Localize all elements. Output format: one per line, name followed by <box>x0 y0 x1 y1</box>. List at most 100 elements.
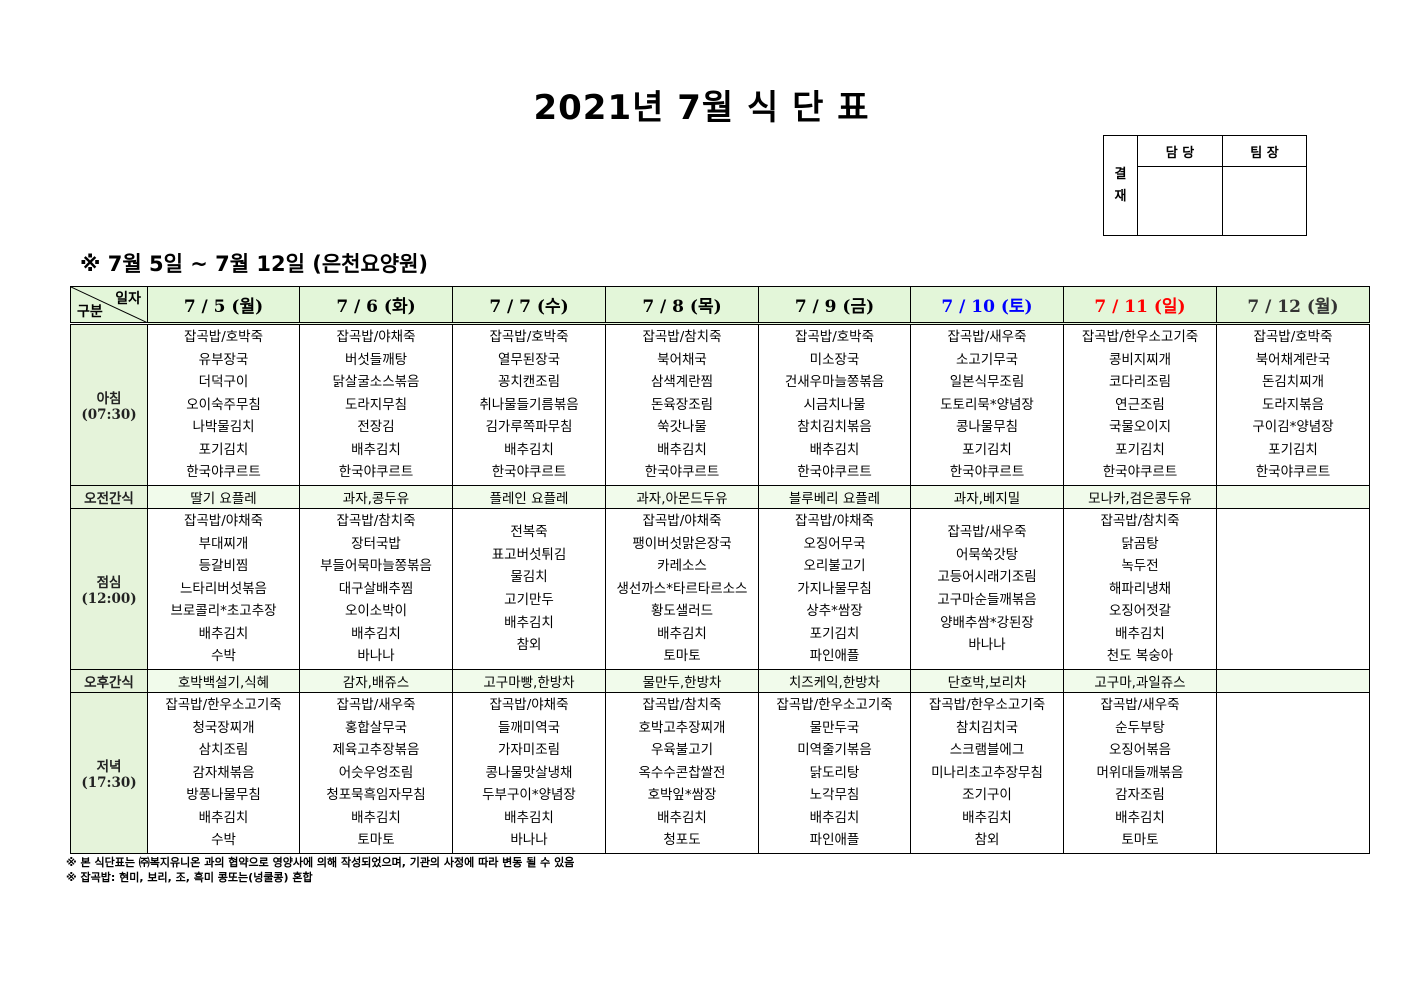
day-header: 7 / 11 (일) <box>1063 286 1217 325</box>
menu-item: 물만두국 <box>809 719 860 736</box>
menu-item: 부들어묵마늘쫑볶음 <box>320 558 432 575</box>
date-range: ※ 7월 5일 ~ 7월 12일 (은천요양원) <box>80 252 429 276</box>
menu-item: 미소장국 <box>809 351 860 368</box>
menu-cell: 잡곡밥/새우죽 어묵쑥갓탕 고등어시래기조림 고구마순들깨볶음 양배추쌈*강된장 바나나 <box>910 508 1064 670</box>
menu-item: 잡곡밥/호박죽 <box>183 328 264 345</box>
menu-item: 토마토 <box>663 648 701 665</box>
snack-cell: 고구마빵,한방차 <box>452 669 606 693</box>
menu-item: 배추김치 <box>351 441 401 458</box>
menu-item: 도라지무침 <box>344 396 408 413</box>
menu-item: 잡곡밥/호박죽 <box>1253 328 1333 345</box>
row-label: 오전간식 <box>70 485 148 509</box>
meal-name: 저녁 <box>96 759 122 775</box>
menu-item: 도라지볶음 <box>1261 396 1325 413</box>
menu-item: 팽이버섯맑은장국 <box>632 535 732 552</box>
menu-item: 배추김치 <box>809 809 860 826</box>
approval-label-2: 재 <box>1114 188 1127 204</box>
menu-cell: 잡곡밥/한우소고기죽 참치김치국 스크램블에그 미나리초고추장무침 조기구이 배추김치 참외 <box>910 692 1064 854</box>
snack-cell <box>1216 485 1370 509</box>
meal-time: (12:00) <box>81 591 137 607</box>
menu-item: 미나리초고추장무침 <box>931 764 1043 781</box>
approval-sign-teamlead[interactable] <box>1222 166 1307 236</box>
menu-item: 청포묵흑임자무침 <box>326 787 426 804</box>
snack-cell: 모나카,검은콩두유 <box>1063 485 1217 509</box>
snack-cell: 과자,콩두유 <box>299 485 453 509</box>
menu-cell: 잡곡밥/참치죽 닭곰탕 녹두전 해파리냉채 오징어젓갈 배추김치 천도 복숭아 <box>1063 508 1217 670</box>
menu-item: 잡곡밥/참치죽 <box>1100 512 1180 529</box>
menu-item: 한국야쿠르트 <box>644 464 720 481</box>
menu-item: 나박물김치 <box>192 419 255 436</box>
meal-time: (07:30) <box>81 407 137 423</box>
menu-item: 포기김치 <box>1115 441 1165 458</box>
menu-cell: 잡곡밥/새우죽 순두부탕 오징어볶음 머위대들깨볶음 감자조림 배추김치 토마토 <box>1063 692 1217 854</box>
menu-cell: 전복죽 표고버섯튀김 물김치 고기만두 배추김치 참외 <box>452 508 606 670</box>
menu-item: 취나물들기름볶음 <box>479 396 579 413</box>
menu-item: 두부구이*양념장 <box>482 787 576 804</box>
menu-item: 느타리버섯볶음 <box>180 580 267 597</box>
menu-item: 스크램블에그 <box>949 742 1025 759</box>
menu-cell: 잡곡밥/야채죽 들깨미역국 가자미조림 콩나물맛살냉채 두부구이*양념장 배추김치 바나나 <box>452 692 606 854</box>
menu-item: 잡곡밥/호박죽 <box>794 328 875 345</box>
menu-item: 잡곡밥/호박죽 <box>489 328 569 345</box>
menu-item: 건새우마늘쫑볶음 <box>784 374 885 391</box>
menu-item: 호박고추장찌개 <box>638 719 726 736</box>
menu-item: 배추김치 <box>1115 809 1165 826</box>
menu-item: 양배추쌈*강된장 <box>940 614 1034 631</box>
menu-item: 시금치나물 <box>803 396 866 413</box>
menu-item: 머위대들깨볶음 <box>1096 764 1184 781</box>
menu-item: 배추김치 <box>504 614 554 631</box>
menu-item: 미역줄기볶음 <box>797 742 872 759</box>
menu-item: 배추김치 <box>657 625 707 642</box>
menu-item: 잡곡밥/새우죽 <box>947 328 1027 345</box>
menu-item: 한국야쿠르트 <box>1102 464 1178 481</box>
corner-bottom-label: 구분 <box>77 304 103 320</box>
menu-item: 바나나 <box>968 637 1006 654</box>
approval-box: 결 재 담 당 팀 장 <box>1103 134 1307 236</box>
menu-item: 돈김치찌개 <box>1261 374 1325 391</box>
menu-item: 가지나물무침 <box>797 580 872 597</box>
menu-item: 상추*쌈장 <box>806 603 863 620</box>
menu-item: 한국야쿠르트 <box>338 464 414 481</box>
menu-item: 연근조림 <box>1115 396 1165 413</box>
menu-item: 오이숙주무침 <box>186 396 261 413</box>
menu-item: 전장김 <box>357 419 395 436</box>
menu-item: 방풍나물무침 <box>186 787 261 804</box>
menu-item: 배추김치 <box>809 441 860 458</box>
day-header: 7 / 7 (수) <box>452 286 606 325</box>
menu-item: 잡곡밥/참치죽 <box>642 328 722 345</box>
snack-cell: 감자,배쥬스 <box>299 669 453 693</box>
menu-cell: 잡곡밥/한우소고기죽 콩비지찌개 코다리조림 연근조림 국물오이지 포기김치 한국야쿠르트 <box>1063 323 1217 486</box>
snack-cell: 고구마,과일쥬스 <box>1063 669 1217 693</box>
approval-sign-staff[interactable] <box>1137 166 1223 236</box>
menu-item: 청포도 <box>663 832 701 849</box>
menu-item: 잡곡밥/새우죽 <box>336 696 416 713</box>
menu-item: 콩나물맛살냉채 <box>485 764 573 781</box>
menu-item: 잡곡밥/야채죽 <box>336 328 416 345</box>
header-row: 일자 구분 7 / 5 (월) 7 / 6 (화) 7 / 7 (수) 7 / 8 (목)… <box>70 286 1370 325</box>
snack-row: 오전간식 딸기 요플레 과자,콩두유 플레인 요플레 과자,아몬드두유 블루베리 요플레 과… <box>70 485 1370 509</box>
menu-item: 잡곡밥/야채죽 <box>183 512 264 529</box>
meal-name: 오전간식 <box>84 491 134 507</box>
day-header: 7 / 9 (금) <box>758 286 911 325</box>
snack-cell <box>1216 669 1370 693</box>
approval-col-staff: 담 당 <box>1137 134 1223 168</box>
menu-item: 김가루쪽파무침 <box>485 419 573 436</box>
approval-label-1: 결 <box>1114 166 1127 182</box>
menu-item: 어묵쑥갓탕 <box>955 546 1019 563</box>
menu-item: 부대찌개 <box>198 535 249 552</box>
menu-item: 잡곡밥/야채죽 <box>794 512 875 529</box>
menu-item: 물김치 <box>510 569 548 586</box>
menu-item: 북어채계란국 <box>1255 351 1331 368</box>
menu-table: 일자 구분 7 / 5 (월) 7 / 6 (화) 7 / 7 (수) 7 / 8 (목)… <box>70 286 1370 854</box>
menu-item: 바나나 <box>357 648 395 665</box>
menu-item: 카레소스 <box>657 558 707 575</box>
menu-item: 잡곡밥/야채죽 <box>642 512 722 529</box>
menu-item: 잡곡밥/새우죽 <box>1100 696 1180 713</box>
menu-item: 구이김*양념장 <box>1252 419 1334 436</box>
menu-item: 어슷우엉조림 <box>338 764 414 781</box>
menu-item: 한국야쿠르트 <box>491 464 567 481</box>
snack-row: 오후간식 호박백설기,식혜 감자,배쥬스 고구마빵,한방차 물만두,한방차 치즈케익,한방… <box>70 669 1370 693</box>
menu-item: 참치김치볶음 <box>797 419 872 436</box>
menu-item: 잡곡밥/참치죽 <box>336 512 416 529</box>
menu-item: 삼색계란찜 <box>650 374 714 391</box>
